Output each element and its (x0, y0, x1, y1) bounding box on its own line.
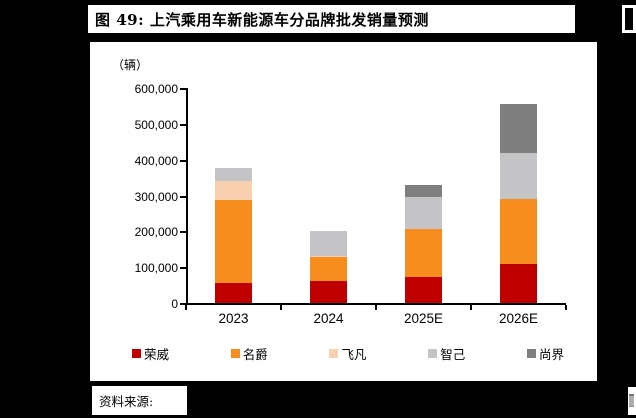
bar-segment-名爵 (310, 257, 347, 282)
bar-segment-荣威 (215, 283, 252, 303)
y-tick-mark (180, 231, 186, 234)
bar-segment-名爵 (500, 199, 537, 265)
bar-segment-荣威 (405, 276, 442, 303)
bar-segment-名爵 (405, 228, 442, 277)
x-axis-line (186, 303, 566, 305)
bar-segment-尚界 (405, 184, 442, 197)
adjacent-text-fragment (629, 394, 634, 407)
legend-item-智己: 智己 (428, 344, 465, 363)
legend-item-尚界: 尚界 (526, 344, 564, 363)
chart-legend: 荣威 名爵 飞凡 智己 尚界 (132, 344, 564, 363)
stacked-bar-2024 (310, 231, 347, 303)
stacked-bar-chart: （辆） 0 100,000 200,000 300,000 400,000 500,000… (90, 42, 597, 381)
legend-item-荣威: 荣威 (132, 344, 169, 363)
bar-segment-智己 (405, 196, 442, 229)
y-tick-mark (180, 123, 186, 126)
x-tick-mark (470, 305, 472, 310)
bar-segment-飞凡 (310, 255, 347, 258)
y-tick-label: 500,000 (134, 117, 178, 132)
x-axis-label-2025E: 2025E (403, 311, 444, 326)
y-tick-label: 0 (171, 297, 178, 311)
legend-swatch-icon (230, 349, 240, 358)
legend-label: 荣威 (144, 347, 170, 362)
adjacent-figure-border-fragment (625, 8, 633, 30)
source-box: 资料来源: (92, 386, 187, 415)
bar-segment-荣威 (310, 281, 347, 303)
bar-segment-智己 (215, 168, 252, 182)
y-tick-label: 400,000 (134, 153, 178, 168)
bar-segment-智己 (500, 152, 537, 200)
bar-segment-智己 (310, 231, 347, 256)
legend-swatch-icon (428, 349, 438, 358)
figure-title-bar: 图 49: 上汽乘用车新能源车分品牌批发销量预测 (88, 5, 575, 33)
legend-label: 智己 (440, 347, 466, 362)
y-axis-line (186, 88, 188, 305)
bar-segment-荣威 (500, 264, 537, 303)
x-axis-label-2023: 2023 (218, 311, 249, 326)
y-tick-mark (180, 88, 186, 90)
y-tick-mark (180, 195, 186, 198)
stacked-bar-2023 (215, 168, 252, 303)
bar-segment-飞凡 (215, 181, 252, 200)
y-tick-label: 300,000 (134, 189, 178, 204)
x-tick-mark (185, 305, 187, 310)
adjacent-figure-title-fragment (622, 5, 636, 33)
y-tick-mark (180, 267, 186, 270)
y-tick-mark (180, 159, 186, 162)
x-axis-label-2026E: 2026E (498, 311, 539, 326)
y-tick-mark (180, 303, 186, 305)
bar-segment-尚界 (500, 104, 537, 153)
stacked-bar-2026E (500, 104, 537, 303)
y-tick-label: 100,000 (134, 261, 178, 276)
legend-item-飞凡: 飞凡 (329, 344, 366, 363)
y-tick-label: 200,000 (134, 225, 178, 240)
legend-label: 飞凡 (341, 347, 367, 362)
x-tick-mark (565, 305, 567, 310)
y-axis-unit-label: （辆） (112, 58, 149, 72)
legend-label: 尚界 (538, 347, 564, 362)
y-tick-label: 600,000 (134, 82, 178, 96)
x-axis-label-2024: 2024 (313, 311, 344, 326)
legend-swatch-icon (329, 349, 339, 358)
legend-swatch-icon (526, 349, 536, 358)
bar-segment-名爵 (215, 199, 252, 284)
stacked-bar-2025E (405, 184, 442, 303)
x-tick-mark (375, 305, 377, 310)
source-label: 资料来源: (99, 394, 154, 409)
legend-item-名爵: 名爵 (230, 344, 268, 363)
legend-swatch-icon (132, 349, 141, 358)
adjacent-figure-source-fragment (628, 387, 636, 415)
figure-title: 图 49: 上汽乘用车新能源车分品牌批发销量预测 (95, 10, 429, 29)
x-tick-mark (280, 305, 282, 310)
legend-label: 名爵 (242, 347, 268, 362)
